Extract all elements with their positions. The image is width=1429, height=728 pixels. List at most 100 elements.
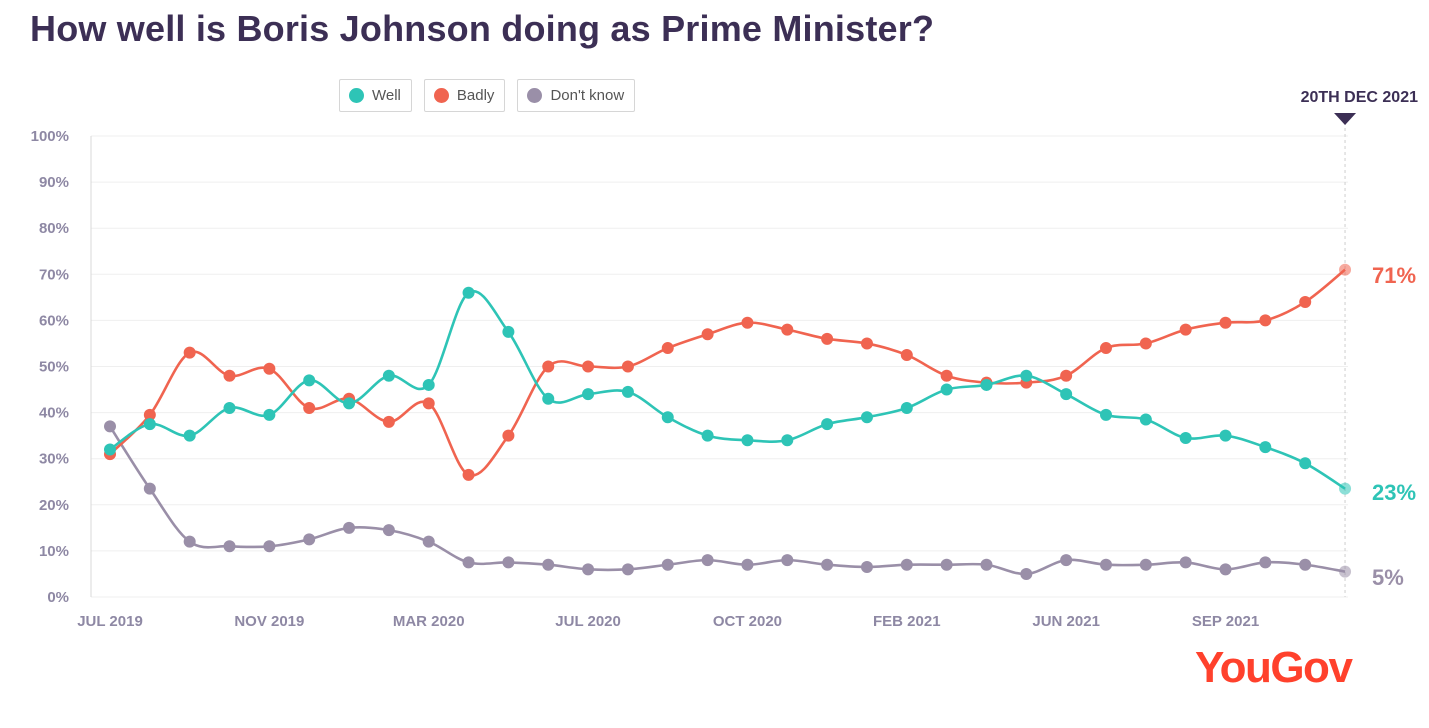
data-point-well (1259, 441, 1272, 454)
data-point-don-t-know (1139, 558, 1152, 571)
x-tick-label: OCT 2020 (713, 613, 782, 630)
y-tick-label: 50% (39, 359, 69, 376)
data-point-badly (582, 360, 595, 373)
data-point-don-t-know (183, 535, 196, 548)
data-point-well (1020, 369, 1033, 382)
chart-title: How well is Boris Johnson doing as Prime… (30, 8, 935, 49)
data-point-badly (183, 346, 196, 359)
x-tick-label: JUL 2020 (555, 613, 621, 630)
data-point-badly (821, 332, 834, 345)
data-point-don-t-know (143, 482, 156, 495)
data-point-well (621, 385, 634, 398)
y-tick-label: 90% (39, 174, 69, 191)
data-point-badly (940, 369, 953, 382)
y-tick-label: 80% (39, 220, 69, 237)
data-point-well (821, 418, 834, 431)
x-tick-label: FEB 2021 (873, 613, 941, 630)
y-tick-label: 30% (39, 451, 69, 468)
data-point-well (781, 434, 794, 447)
legend-swatch-dont-know (527, 88, 543, 103)
data-point-well (263, 408, 276, 421)
data-point-don-t-know (343, 521, 356, 534)
data-point-well (980, 378, 993, 391)
data-point-well (701, 429, 714, 442)
data-point-well (940, 383, 953, 396)
data-point-don-t-know (860, 561, 873, 574)
data-point-well (343, 397, 356, 410)
y-tick-label: 20% (39, 497, 69, 514)
data-point-don-t-know (223, 540, 236, 553)
x-tick-label: JUN 2021 (1032, 613, 1100, 630)
data-point-badly (223, 369, 236, 382)
legend-label-well: Well (372, 87, 401, 104)
data-point-badly (1259, 314, 1272, 327)
data-point-badly (1060, 369, 1073, 382)
y-tick-label: 10% (39, 543, 69, 560)
x-tick-label: MAR 2020 (393, 613, 465, 630)
series-line-don-t-know (108, 425, 1346, 576)
data-point-badly (1299, 295, 1312, 308)
end-marker-triangle (1334, 113, 1357, 125)
legend-item-dont-know[interactable]: Don't know (517, 79, 636, 112)
end-marker-label: 20TH DEC 2021 (1301, 89, 1418, 106)
legend-item-badly[interactable]: Badly (423, 79, 506, 112)
data-point-badly (382, 415, 395, 428)
data-point-well (223, 401, 236, 414)
data-point-don-t-know (1020, 567, 1033, 580)
end-value-label-well: 23% (1372, 480, 1416, 505)
x-tick-label: SEP 2021 (1192, 613, 1259, 630)
data-point-badly (900, 348, 913, 361)
data-point-don-t-know (940, 558, 953, 571)
data-point-well (1179, 431, 1192, 444)
data-point-well (462, 286, 475, 299)
data-point-well (1219, 429, 1232, 442)
data-point-well (502, 325, 515, 338)
data-point-well (1100, 408, 1112, 421)
data-point-badly (1139, 337, 1152, 350)
data-point-badly (143, 408, 156, 421)
data-point-don-t-know (502, 556, 515, 569)
data-point-don-t-know (1219, 563, 1232, 576)
data-point-well (542, 392, 555, 405)
y-tick-label: 40% (39, 405, 69, 422)
data-point-badly (741, 316, 754, 329)
data-point-well (1139, 413, 1152, 426)
data-point-well (382, 369, 395, 382)
legend-item-well[interactable]: Well (339, 79, 412, 112)
data-point-badly (263, 362, 276, 375)
data-point-don-t-know (1299, 558, 1312, 571)
data-point-badly (462, 468, 475, 481)
data-point-badly (781, 323, 794, 336)
data-point-don-t-know (741, 558, 754, 571)
data-point-don-t-know (104, 420, 116, 433)
legend-swatch-badly (433, 88, 449, 103)
legend-label-badly: Badly (456, 87, 495, 104)
data-point-well (104, 443, 116, 456)
data-point-badly (1219, 316, 1232, 329)
data-point-don-t-know (701, 554, 714, 567)
data-point-well (143, 418, 156, 431)
data-point-don-t-know (422, 535, 435, 548)
y-tick-label: 70% (39, 266, 69, 283)
data-point-don-t-know (1060, 554, 1073, 567)
data-point-badly (422, 397, 435, 410)
data-point-well (183, 429, 196, 442)
data-point-don-t-know (582, 563, 595, 576)
data-point-badly (621, 360, 634, 373)
yougov-logo: YouGov (1195, 643, 1353, 692)
data-point-don-t-know (303, 533, 316, 546)
data-point-don-t-know (900, 558, 913, 571)
data-point-well (582, 388, 595, 401)
data-point-don-t-know (980, 558, 993, 571)
data-point-badly (1339, 263, 1352, 276)
data-point-don-t-know (382, 524, 395, 537)
data-point-don-t-know (781, 554, 794, 567)
data-point-don-t-know (263, 540, 276, 553)
y-tick-label: 60% (39, 312, 69, 329)
end-value-label-badly: 71% (1372, 263, 1416, 288)
data-point-don-t-know (1339, 565, 1352, 578)
end-value-label-don-t-know: 5% (1372, 565, 1404, 590)
data-point-well (900, 401, 913, 414)
data-point-badly (1179, 323, 1192, 336)
